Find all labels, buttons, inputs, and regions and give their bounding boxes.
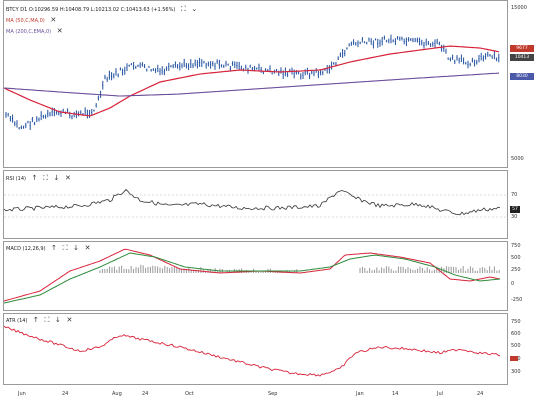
last-price-badge: 10413	[510, 54, 534, 61]
date-label: 24	[142, 391, 149, 397]
close-icon[interactable]: ✕	[84, 244, 91, 252]
arrow-down-icon[interactable]: ↓	[53, 174, 60, 182]
expand-icon[interactable]: ⛶	[44, 316, 50, 324]
atr-chart[interactable]	[0, 313, 508, 385]
atr-tick: 300	[511, 369, 521, 375]
macd-pane[interactable]: MACD (12,26,9) ↑ ⛶ ↓ ✕	[0, 241, 508, 311]
date-label: 14	[392, 391, 399, 397]
macd-tick: 500	[511, 255, 521, 261]
ma-slow-label: MA (200,C,EMA,0)	[6, 29, 52, 35]
price-chart[interactable]	[0, 0, 508, 168]
low-value: L:10213.02	[90, 7, 120, 13]
rsi-line	[3, 188, 501, 216]
atr-axis: 750 600 500 400 300	[509, 313, 536, 385]
atr-tick: 600	[511, 331, 521, 337]
macd-label: MACD (12,26,9)	[6, 246, 46, 252]
arrow-down-icon[interactable]: ↓	[54, 316, 61, 324]
chevron-down-icon[interactable]: ⌄	[191, 5, 198, 13]
open-value: O:10296.59	[28, 7, 59, 13]
atr-pane-border	[3, 313, 508, 385]
rsi-header: RSI (14) ↑ ⛶ ↓ ✕	[6, 175, 71, 183]
date-label: Jan	[356, 391, 364, 397]
ma-slow-line	[3, 72, 500, 97]
atr-tick: 750	[511, 319, 521, 325]
atr-tick: 500	[511, 343, 521, 349]
price-tick: 15000	[511, 5, 527, 11]
rsi-chart[interactable]	[0, 170, 508, 239]
close-icon[interactable]: ✕	[50, 16, 57, 24]
rsi-pane[interactable]: RSI (14) ↑ ⛶ ↓ ✕	[0, 170, 508, 239]
ma-slow-legend: MA (200,C,EMA,0) ✕	[6, 28, 63, 36]
date-label: 24	[62, 391, 69, 397]
macd-tick: 750	[511, 243, 521, 249]
rsi-axis: 70 30	[509, 170, 536, 239]
ma-fast-line	[3, 45, 500, 117]
arrow-up-icon[interactable]: ↑	[33, 316, 39, 324]
price-pane[interactable]: BTCY D1 O:10296.59 H:10408.79 L:10213.02…	[0, 0, 508, 168]
date-label: Aug	[112, 391, 122, 397]
price-axis: 15000 5000	[509, 0, 536, 168]
arrow-up-icon[interactable]: ↑	[31, 174, 38, 182]
atr-header: ATR (14) ↑ ⛶ ↓ ✕	[6, 317, 72, 325]
ma-slow-badge: 8030	[510, 73, 534, 80]
rsi-tick: 30	[511, 214, 518, 220]
macd-axis: 750 500 250 0 -250	[509, 241, 536, 311]
arrow-up-icon[interactable]: ↑	[51, 244, 58, 252]
close-icon[interactable]: ✕	[65, 174, 71, 182]
high-value: H:10408.79	[59, 7, 90, 13]
ma-fast-legend: MA (50,C,MA,0) ✕	[6, 17, 56, 25]
macd-tick: 0	[511, 281, 515, 287]
macd-signal-line	[3, 252, 501, 304]
macd-tick: -250	[511, 297, 523, 303]
close-icon[interactable]: ✕	[66, 316, 73, 324]
atr-value-badge	[510, 356, 518, 361]
expand-icon[interactable]: ⛶	[43, 174, 48, 182]
date-label: Oct	[185, 391, 194, 397]
change-value: (+1.56%)	[151, 7, 176, 13]
rsi-pane-border	[3, 170, 508, 239]
ma-fast-label: MA (50,C,MA,0)	[6, 18, 45, 24]
price-pane-border	[3, 0, 508, 168]
price-tick: 5000	[511, 156, 524, 162]
rsi-value-badge: 57	[510, 206, 520, 213]
price-header: BTCY D1 O:10296.59 H:10408.79 L:10213.02…	[6, 6, 197, 14]
date-axis: Jun 24 Aug 24 Oct Sep Jan 14 Jul 24	[0, 386, 508, 403]
rsi-label: RSI (14)	[6, 176, 26, 182]
expand-icon[interactable]: ⛶	[62, 244, 68, 252]
macd-pane-border	[3, 241, 508, 311]
close-icon[interactable]: ✕	[56, 27, 63, 35]
date-label: 24	[477, 391, 484, 397]
symbol-label: BTCY D1	[6, 7, 28, 13]
close-value: C:10413.63	[120, 7, 150, 13]
macd-tick: 250	[511, 267, 521, 273]
date-label: Jun	[18, 391, 26, 397]
macd-chart[interactable]	[0, 241, 508, 311]
atr-pane[interactable]: ATR (14) ↑ ⛶ ↓ ✕	[0, 313, 508, 385]
atr-line	[3, 325, 501, 377]
ma-fast-badge: 9677	[510, 45, 534, 52]
macd-header: MACD (12,26,9) ↑ ⛶ ↓ ✕	[6, 245, 90, 253]
expand-icon[interactable]: ⛶	[180, 5, 186, 13]
macd-line	[3, 248, 501, 302]
arrow-down-icon[interactable]: ↓	[73, 244, 80, 252]
rsi-tick: 70	[511, 192, 518, 198]
atr-label: ATR (14)	[6, 318, 28, 324]
date-label: Sep	[268, 391, 278, 397]
date-label: Jul	[437, 391, 444, 397]
